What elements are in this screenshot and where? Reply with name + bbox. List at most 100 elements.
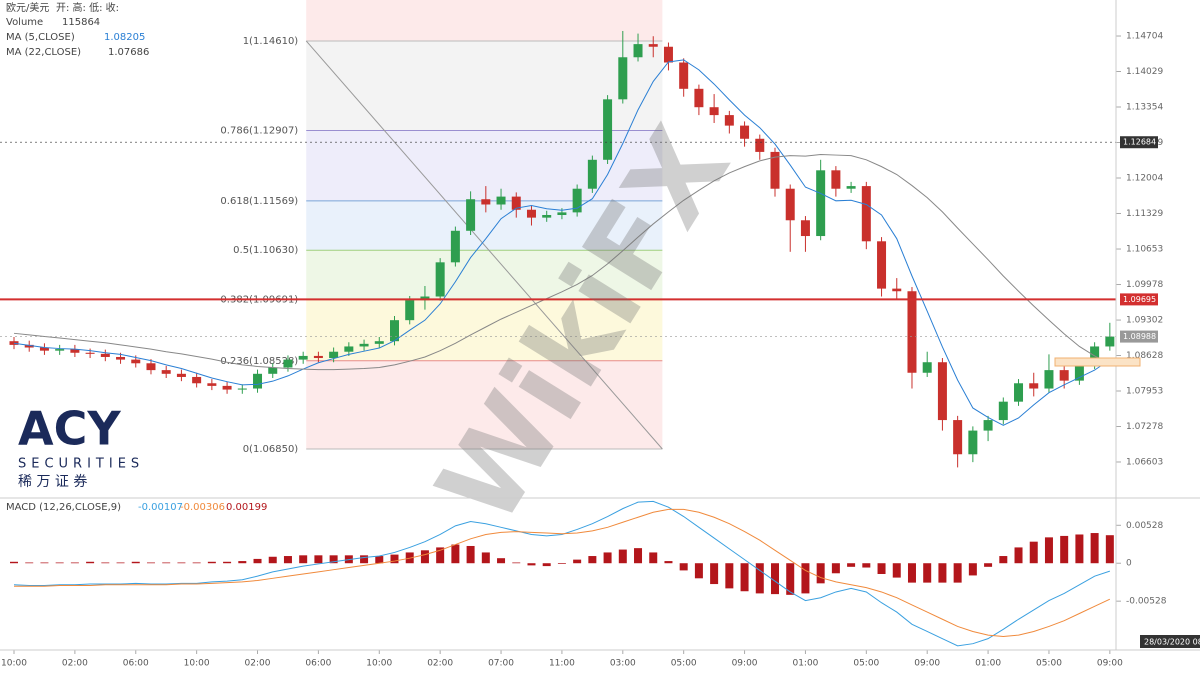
- macd-histogram-bar: [40, 562, 49, 564]
- y-tick-label: 1.07953: [1126, 386, 1163, 396]
- macd-histogram-bar: [664, 561, 673, 564]
- logo-sub: SECURITIES: [18, 457, 144, 472]
- candle-body: [511, 196, 521, 210]
- candle-body: [496, 196, 506, 205]
- candle-body: [146, 363, 156, 371]
- candle-body: [420, 296, 430, 301]
- fib-band: [306, 40, 663, 131]
- candle-body: [557, 212, 567, 216]
- candle-body: [679, 62, 689, 89]
- candle-body: [100, 353, 110, 357]
- macd-histogram-bar: [786, 563, 795, 595]
- macd-histogram-bar: [984, 563, 993, 567]
- candle-body: [450, 230, 460, 263]
- fib-band: [306, 0, 663, 41]
- candle-body: [694, 88, 704, 108]
- macd-histogram-bar: [923, 563, 932, 583]
- macd-histogram-bar: [283, 556, 292, 564]
- macd-histogram-bar: [314, 555, 323, 564]
- macd-histogram-bar: [116, 562, 125, 564]
- macd-histogram-bar: [771, 563, 779, 595]
- macd-histogram-bar: [10, 561, 18, 564]
- logo: ACY SECURITIES 稀 万 证 券: [18, 402, 144, 491]
- candle-body: [709, 107, 719, 116]
- macd-histogram-bar: [512, 562, 521, 564]
- candle-body: [161, 370, 171, 374]
- macd-histogram-bar: [710, 563, 719, 585]
- candle-body: [435, 262, 445, 297]
- macd-histogram-bar: [542, 563, 551, 567]
- candle-body: [374, 341, 384, 344]
- candle-body: [466, 199, 476, 231]
- price-tag: 1.08988: [1123, 332, 1156, 341]
- price-tag: 1.09695: [1123, 295, 1156, 304]
- x-tick-label: 02:00: [62, 659, 88, 669]
- candle-body: [724, 115, 734, 126]
- candle-body: [861, 186, 871, 242]
- y-tick-label: 1.13354: [1126, 103, 1163, 113]
- volume-label: Volume: [6, 17, 43, 28]
- macd-histogram-bar: [329, 555, 338, 564]
- macd-histogram-bar: [847, 563, 856, 567]
- x-tick-label: 05:00: [853, 659, 879, 669]
- macd-histogram-bar: [877, 563, 886, 574]
- candle-body: [907, 291, 917, 373]
- legend: 欧元/美元 开: 高: 低: 收: Volume 115864 MA (5,CL…: [6, 1, 267, 513]
- candle-body: [922, 362, 932, 373]
- candle-body: [329, 351, 339, 359]
- candle-body: [176, 373, 186, 377]
- candle-body: [70, 349, 80, 353]
- macd-histogram-bar: [831, 563, 840, 574]
- ma22-value: 1.07686: [108, 47, 149, 58]
- price-tag: 1.12684: [1123, 138, 1156, 147]
- macd-histogram-bar: [177, 562, 186, 564]
- y-tick-label: 1.14029: [1126, 67, 1163, 77]
- ma-line: [13, 59, 1111, 426]
- y-tick-label: 1.09978: [1126, 280, 1163, 290]
- candle-body: [1059, 370, 1069, 381]
- macd-histogram-bar: [953, 563, 962, 583]
- macd-histogram-bar: [238, 561, 247, 564]
- candle-body: [998, 401, 1008, 421]
- candle-body: [968, 430, 978, 455]
- candle-body: [207, 383, 217, 386]
- macd-histogram-bar: [694, 563, 703, 579]
- macd-histogram-bar: [1060, 535, 1069, 564]
- macd-histogram-bar: [801, 563, 810, 594]
- ma5-label: MA (5,CLOSE): [6, 32, 75, 43]
- macd-histogram-bar: [725, 563, 734, 589]
- x-tick-label: 07:00: [488, 659, 514, 669]
- candle-body: [648, 44, 658, 47]
- candle-body: [298, 355, 308, 360]
- y-tick-label: 0: [1126, 559, 1132, 569]
- y-tick-label: 1.10653: [1126, 245, 1163, 255]
- macd-histogram-bar: [268, 556, 277, 564]
- macd-histogram-bar: [25, 562, 34, 564]
- macd-histogram-bar: [86, 561, 95, 564]
- candle-body: [542, 215, 552, 218]
- ohlc-label: 开: 高: 低: 收:: [56, 1, 119, 14]
- x-tick-label: 10:00: [184, 659, 210, 669]
- y-tick-label: 0.00528: [1126, 521, 1163, 531]
- macd-histogram-bar: [573, 559, 582, 564]
- y-tick-label: 1.11329: [1126, 209, 1163, 219]
- candle-body: [313, 355, 323, 359]
- candle-body: [953, 420, 963, 455]
- macd-histogram-bar: [557, 563, 566, 564]
- drawing-rect: [1054, 357, 1141, 367]
- macd-histogram-bar: [527, 563, 536, 566]
- macd-histogram-bar: [436, 547, 445, 564]
- candle-body: [283, 359, 293, 368]
- candle-body: [192, 376, 202, 384]
- macd-histogram-bar: [1075, 534, 1084, 564]
- candle-body: [800, 220, 810, 237]
- y-tick-label: 1.14704: [1126, 32, 1163, 42]
- x-tick-label: 10:00: [1, 659, 27, 669]
- fib-band: [306, 360, 663, 449]
- symbol: 欧元/美元: [6, 1, 49, 14]
- x-tick-label: 02:00: [245, 659, 271, 669]
- macd-histogram-bar: [101, 562, 110, 564]
- y-tick-label: 1.07278: [1126, 422, 1163, 432]
- macd-histogram-bar: [162, 562, 171, 564]
- macd-histogram-bar: [390, 554, 399, 564]
